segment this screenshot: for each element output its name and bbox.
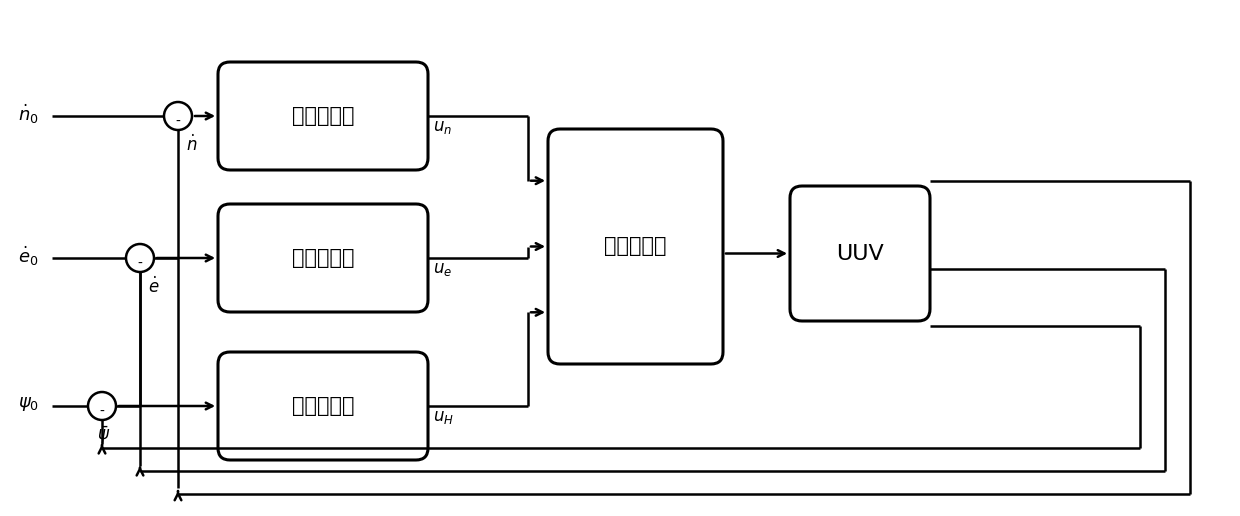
- Text: $\dot{n}_0$: $\dot{n}_0$: [19, 102, 38, 125]
- Text: -: -: [138, 257, 143, 271]
- Text: $\dot{e}_0$: $\dot{e}_0$: [19, 245, 38, 268]
- Text: $u_e$: $u_e$: [433, 260, 453, 278]
- Text: -: -: [176, 115, 181, 130]
- Text: 纵向控制器: 纵向控制器: [291, 106, 355, 126]
- Text: $\dot{n}$: $\dot{n}$: [186, 135, 197, 155]
- Circle shape: [164, 102, 192, 130]
- Text: UUV: UUV: [836, 244, 884, 264]
- Text: $u_n$: $u_n$: [433, 118, 453, 136]
- FancyBboxPatch shape: [218, 62, 428, 170]
- Text: -: -: [99, 405, 104, 420]
- Text: $\psi_0$: $\psi_0$: [19, 395, 40, 413]
- FancyBboxPatch shape: [548, 129, 723, 364]
- Text: 动力推进器: 动力推进器: [604, 236, 667, 256]
- Text: $\bar{\psi}$: $\bar{\psi}$: [97, 425, 110, 446]
- FancyBboxPatch shape: [218, 204, 428, 312]
- FancyBboxPatch shape: [218, 352, 428, 460]
- Text: 横向控制器: 横向控制器: [291, 248, 355, 268]
- Text: $\dot{e}$: $\dot{e}$: [148, 277, 160, 297]
- Text: 船向控制器: 船向控制器: [291, 396, 355, 416]
- Circle shape: [126, 244, 154, 272]
- Text: $u_H$: $u_H$: [433, 408, 454, 426]
- Circle shape: [88, 392, 117, 420]
- FancyBboxPatch shape: [790, 186, 930, 321]
